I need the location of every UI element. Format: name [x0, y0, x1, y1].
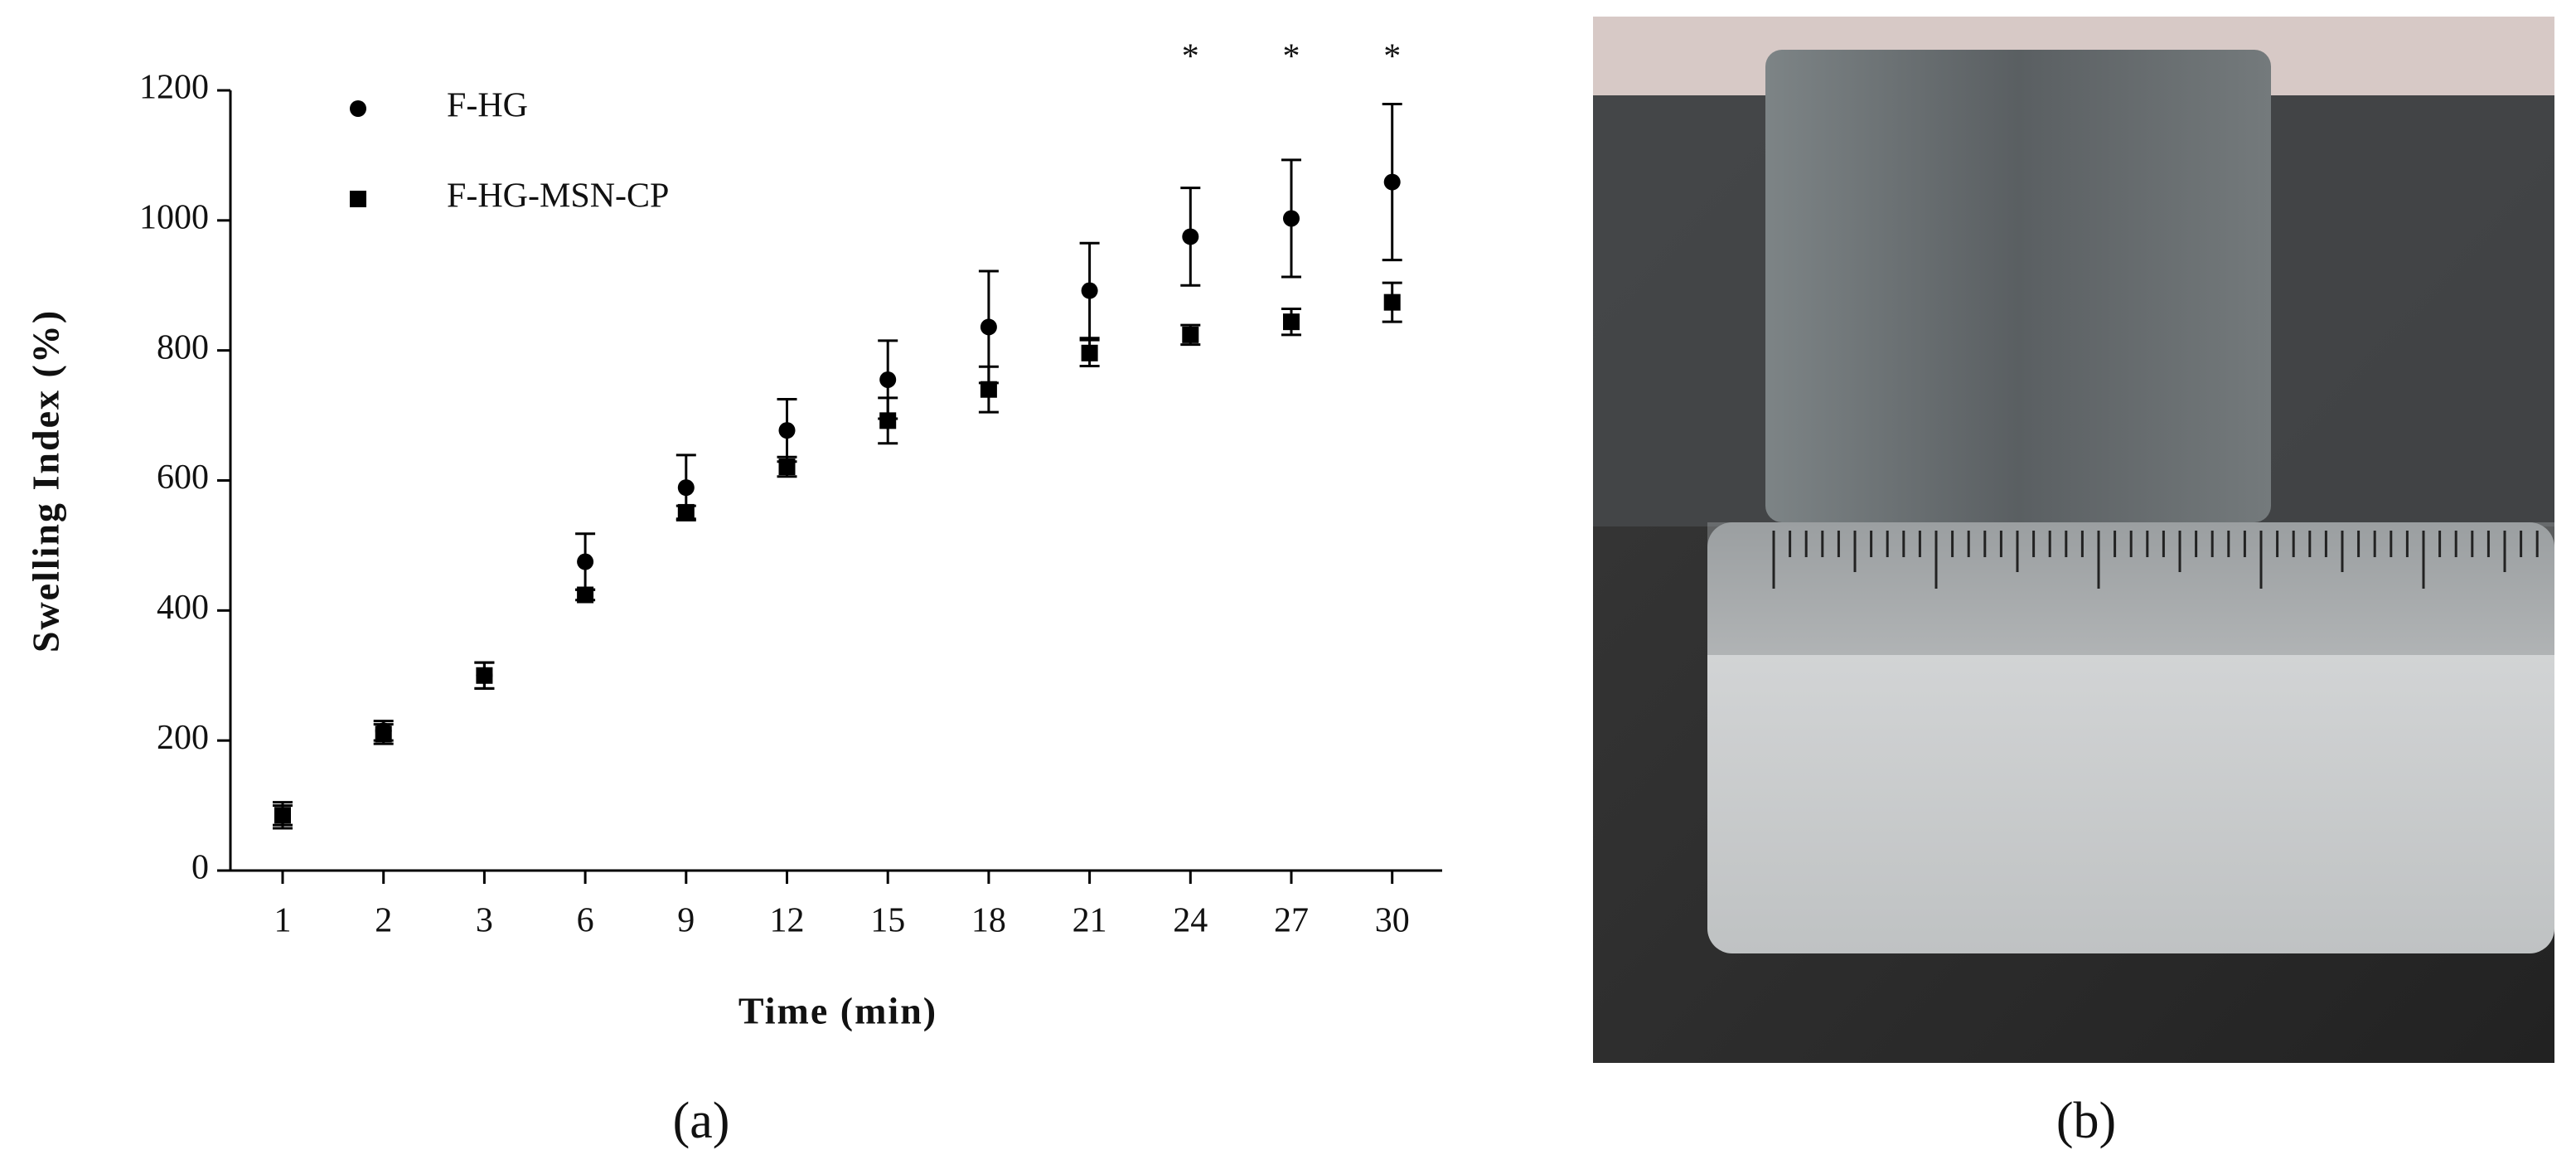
legend-marker: [350, 100, 366, 117]
photo: [1593, 17, 2554, 1063]
data-point: [476, 667, 493, 684]
significance-marker: *: [1182, 38, 1199, 76]
significance-marker: *: [1383, 38, 1401, 76]
y-tick-label: 200: [157, 719, 209, 757]
x-tick-label: 24: [1173, 902, 1208, 940]
data-point: [677, 503, 695, 521]
data-point: [879, 371, 897, 388]
data-point: [1081, 282, 1098, 299]
data-point: [879, 412, 897, 429]
data-point: [677, 479, 695, 497]
data-point: [778, 422, 796, 439]
y-tick-label: 400: [157, 589, 209, 627]
x-tick-label: 21: [1073, 902, 1107, 940]
legend-label: F-HG-MSN-CP: [447, 177, 669, 216]
data-point: [1182, 326, 1199, 343]
data-point: [274, 807, 291, 824]
data-point: [1081, 344, 1098, 361]
y-tick-label: 0: [191, 849, 209, 887]
x-tick-label: 15: [870, 902, 905, 940]
data-point: [980, 318, 997, 336]
y-tick-label: 800: [157, 328, 209, 366]
data-point: [577, 553, 594, 570]
x-tick-label: 6: [577, 902, 594, 940]
x-tick-label: 3: [476, 902, 493, 940]
y-tick-label: 1000: [139, 198, 209, 236]
data-point: [1182, 228, 1199, 245]
data-point: [778, 458, 796, 476]
significance-marker: *: [1283, 38, 1300, 76]
panel-label: (a): [673, 1093, 730, 1149]
legend-label: F-HG: [447, 87, 528, 125]
data-point: [1283, 313, 1300, 331]
panel-label: (b): [2056, 1093, 2116, 1149]
y-tick-label: 600: [157, 458, 209, 497]
y-axis-title: Swelling Index (%): [25, 309, 67, 652]
y-tick-label: 1200: [139, 69, 209, 107]
x-axis-title: Time (min): [738, 990, 937, 1032]
data-point: [980, 381, 997, 398]
data-point: [375, 725, 392, 743]
x-tick-label: 27: [1274, 902, 1309, 940]
x-tick-label: 12: [770, 902, 805, 940]
data-point: [1283, 210, 1300, 227]
x-tick-label: 30: [1375, 902, 1410, 940]
data-point: [577, 586, 594, 604]
data-point: [1383, 294, 1401, 311]
x-tick-label: 18: [971, 902, 1006, 940]
data-point: [1383, 173, 1401, 191]
x-tick-label: 9: [677, 902, 695, 940]
legend-marker: [350, 191, 366, 207]
x-tick-label: 2: [375, 902, 392, 940]
x-tick-label: 1: [274, 902, 292, 940]
